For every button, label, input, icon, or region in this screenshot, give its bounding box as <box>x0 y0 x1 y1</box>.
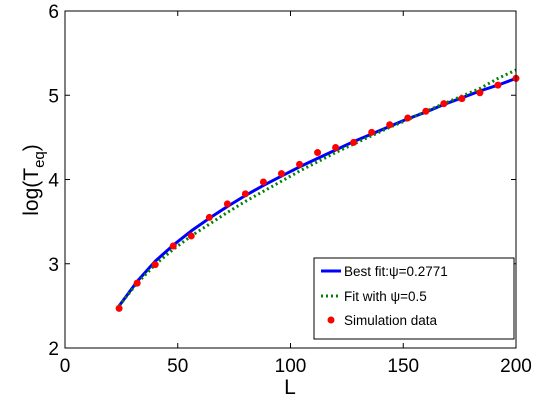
simulation-point-0 <box>115 304 123 312</box>
x-tick-label-0: 0 <box>60 356 71 377</box>
legend-label-simulation: Simulation data <box>344 313 438 328</box>
series-line-0 <box>117 76 517 307</box>
simulation-point-6 <box>223 200 231 208</box>
simulation-point-10 <box>296 160 304 168</box>
simulation-point-9 <box>277 170 285 178</box>
simulation-point-1 <box>133 279 141 287</box>
axis-ticks <box>64 10 517 349</box>
simulation-point-12 <box>332 143 340 151</box>
simulation-point-2 <box>151 261 159 269</box>
y-axis-label-main: log(T <box>20 168 43 216</box>
legend-swatch-simulation <box>327 316 335 324</box>
x-tick-label-4: 200 <box>500 356 532 377</box>
legend-box <box>313 257 515 340</box>
simulation-point-3 <box>169 242 177 250</box>
simulation-point-14 <box>368 128 376 136</box>
simulation-point-7 <box>241 190 249 198</box>
x-tick-label-2: 100 <box>275 356 307 377</box>
legend-label-best-fit: Best fit:ψ=0.2771 <box>344 264 448 279</box>
y-tick-label-2: 4 <box>48 171 59 192</box>
legend: Best fit:ψ=0.2771 Fit with ψ=0.5 Simulat… <box>313 257 515 340</box>
simulation-point-16 <box>404 114 412 122</box>
plot-lines <box>117 68 517 307</box>
y-tick-label-1: 3 <box>48 255 59 276</box>
simulation-point-21 <box>494 81 502 89</box>
y-tick-label-4: 6 <box>48 2 59 23</box>
simulation-point-5 <box>205 213 213 221</box>
simulation-point-4 <box>187 232 195 240</box>
axis-tick-labels: 0 50 100 150 200 2 3 4 5 6 <box>48 2 531 377</box>
simulation-point-8 <box>259 178 267 186</box>
y-tick-label-0: 2 <box>48 339 59 360</box>
simulation-point-18 <box>440 100 448 108</box>
simulation-point-13 <box>350 138 358 146</box>
x-tick-label-1: 50 <box>167 356 188 377</box>
y-tick-label-3: 5 <box>48 86 59 107</box>
x-tick-label-3: 150 <box>387 356 419 377</box>
simulation-point-11 <box>314 149 322 157</box>
y-axis-label: log(Teq) <box>20 144 48 216</box>
simulation-point-17 <box>422 107 430 115</box>
x-axis-label: L <box>284 376 296 397</box>
y-axis-label-subscript: eq <box>31 151 48 168</box>
legend-label-fit-psi-half: Fit with ψ=0.5 <box>344 289 427 304</box>
y-axis-label-close: ) <box>20 144 43 151</box>
simulation-point-15 <box>386 121 394 129</box>
simulation-point-20 <box>476 89 484 97</box>
simulation-point-19 <box>458 95 466 103</box>
plot-markers <box>115 74 520 312</box>
